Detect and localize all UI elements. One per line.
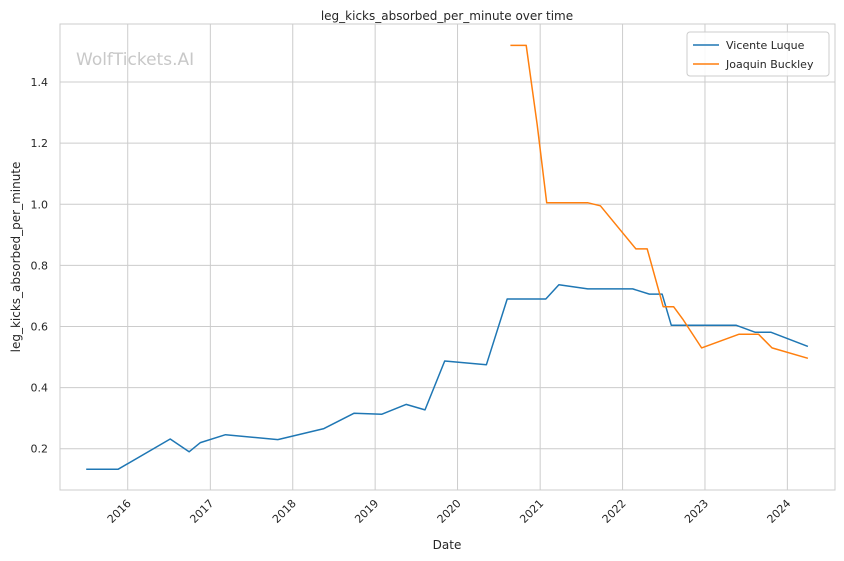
x-tick-label: 2021 [517,497,546,526]
x-axis-ticks: 2016 2017 2018 2019 2020 2021 2022 2023 2024 [105,497,794,526]
grid-lines [60,24,835,490]
x-tick-label: 2023 [682,497,711,526]
legend: Vicente Luque Joaquin Buckley [686,31,830,77]
y-tick-label: 0.4 [31,382,49,395]
plot-frame [59,23,836,491]
x-tick-label: 2016 [105,497,134,526]
watermark-text: WolfTickets.AI [76,50,194,70]
y-axis-label: leg_kicks_absorbed_per_minute [9,162,23,353]
y-axis-ticks: 0.2 0.4 0.6 0.8 1.0 1.2 1.4 [31,76,49,456]
legend-label: Vicente Luque [726,39,805,52]
x-tick-label: 2024 [764,497,793,526]
series-line-vicente-luque [86,283,809,470]
x-tick-label: 2019 [352,497,381,526]
y-tick-label: 0.8 [31,259,49,272]
y-tick-label: 0.6 [31,321,49,334]
plot-background [60,24,835,490]
y-tick-label: 0.2 [31,443,49,456]
x-tick-label: 2020 [435,497,464,526]
x-tick-label: 2022 [600,497,629,526]
y-tick-label: 1.2 [31,137,49,150]
chart-title: leg_kicks_absorbed_per_minute over time [321,9,573,23]
x-axis-label: Date [433,538,462,552]
y-tick-label: 1.4 [31,76,49,89]
series-lines [86,44,809,470]
legend-label: Joaquin Buckley [725,58,814,71]
x-tick-label: 2018 [270,497,299,526]
y-tick-label: 1.0 [31,198,49,211]
x-tick-label: 2017 [187,497,216,526]
legend-box [686,31,830,77]
series-line-joaquin-buckley [510,44,809,360]
